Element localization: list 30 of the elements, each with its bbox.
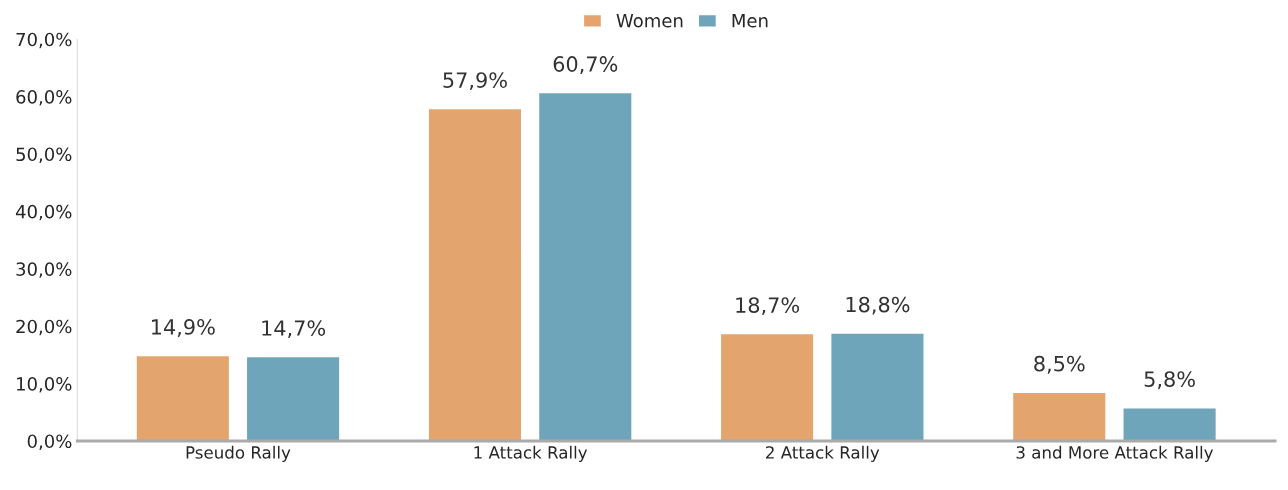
- data-label: 18,7%: [736, 297, 800, 316]
- y-tick-label: 30,0%: [16, 262, 72, 278]
- bar: [427, 107, 523, 441]
- x-tick-label: Pseudo Rally: [186, 445, 291, 462]
- x-tick-label: 2 Attack Rally: [766, 445, 880, 462]
- data-label: 5,8%: [1144, 371, 1195, 390]
- x-tick-label: 3 and More Attack Rally: [1016, 445, 1214, 462]
- y-tick-label: 60,0%: [16, 90, 72, 106]
- bar: [245, 355, 341, 441]
- legend-label: Women: [616, 14, 683, 28]
- data-label: 8,5%: [1034, 355, 1085, 374]
- data-label: 14,9%: [152, 319, 215, 337]
- bar: [719, 332, 815, 441]
- data-label: 60,7%: [553, 56, 618, 74]
- y-tick-label: 50,0%: [16, 147, 72, 163]
- y-tick-label: 10,0%: [17, 377, 72, 393]
- y-tick-label: 0,0%: [27, 434, 72, 450]
- y-tick-label: 40,0%: [15, 204, 72, 221]
- bar: [1122, 407, 1218, 441]
- bar: [829, 332, 925, 441]
- bar: [1011, 391, 1107, 441]
- data-label: 18,8%: [846, 296, 910, 315]
- y-tick-label: 70,0%: [16, 32, 72, 49]
- x-tick-label: 1 Attack Rally: [474, 445, 588, 462]
- bar: [537, 91, 633, 441]
- data-label: 57,9%: [443, 72, 507, 91]
- bar: [135, 354, 231, 441]
- y-tick-label: 20,0%: [16, 319, 72, 336]
- data-label: 14,7%: [262, 320, 326, 339]
- legend-label: Men: [732, 14, 768, 28]
